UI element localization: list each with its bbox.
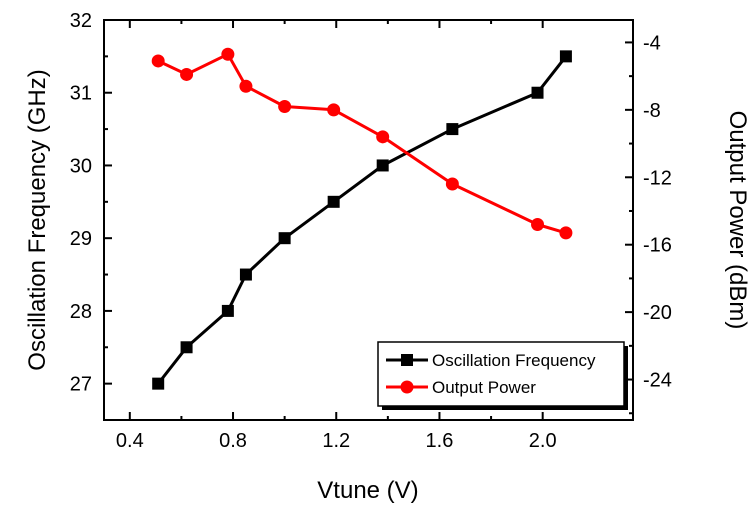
output-power-point <box>445 177 459 191</box>
legend-marker-oscillation-frequency <box>401 354 413 366</box>
y-tick-label: 29 <box>70 228 92 250</box>
oscillation-frequency-point <box>152 377 165 390</box>
y-tick-label: 32 <box>70 10 92 32</box>
oscillation-frequency-point <box>221 304 234 317</box>
oscillation-frequency-point <box>180 341 193 354</box>
y2-tick-label: -16 <box>643 235 672 257</box>
output-power-point <box>239 79 253 93</box>
output-power-point <box>531 217 545 231</box>
x-tick-label: 1.6 <box>426 430 454 452</box>
y-axis-title: Oscillation Frequency (GHz) <box>24 69 51 370</box>
output-power-point <box>151 54 165 68</box>
oscillation-frequency-point <box>239 268 252 281</box>
y2-tick-label: -24 <box>643 370 672 392</box>
legend-box <box>377 341 625 407</box>
output-power-point <box>327 103 341 117</box>
y-tick-label: 31 <box>70 83 92 105</box>
y2-tick-label: -8 <box>643 100 661 122</box>
output-power-point <box>559 226 573 240</box>
y-tick-label: 27 <box>70 374 92 396</box>
axes: 0.4 0.8 1.2 1.6 2.0 27 28 29 30 31 32 -4 -8 -12 -16 -20… <box>70 10 672 452</box>
oscillation-frequency-point <box>531 86 544 99</box>
oscillation-frequency-point <box>278 232 291 245</box>
output-power-line <box>157 52 567 235</box>
y-tick-label: 30 <box>70 155 92 177</box>
oscillation-frequency-point <box>559 50 572 63</box>
legend-marker-output-power <box>400 380 414 394</box>
x-tick-label: 0.8 <box>219 430 247 452</box>
legend: Oscillation Frequency Output Power <box>377 341 628 410</box>
y2-axis-title: Output Power (dBm) <box>724 111 751 330</box>
y2-tick-label: -20 <box>643 302 672 324</box>
output-power-point <box>278 99 292 113</box>
oscillation-frequency-line <box>157 55 568 385</box>
y2-tick-label: -4 <box>643 32 661 54</box>
plot-frame <box>103 19 634 421</box>
x-tick-label: 2.0 <box>529 430 557 452</box>
oscillation-frequency-point <box>446 123 459 136</box>
output-power-point <box>376 130 390 144</box>
oscillation-frequency-point <box>327 195 340 208</box>
y-tick-label: 28 <box>70 301 92 323</box>
legend-label-output-power: Output Power <box>432 378 536 397</box>
y2-tick-label: -12 <box>643 167 672 189</box>
series-layer <box>151 47 573 390</box>
output-power-point <box>221 47 235 61</box>
legend-label-oscillation-frequency: Oscillation Frequency <box>432 351 596 370</box>
x-tick-label: 0.4 <box>116 430 144 452</box>
oscillation-frequency-point <box>376 159 389 172</box>
x-axis-title: Vtune (V) <box>317 477 418 504</box>
x-tick-label: 1.2 <box>322 430 350 452</box>
output-power-point <box>180 67 194 81</box>
